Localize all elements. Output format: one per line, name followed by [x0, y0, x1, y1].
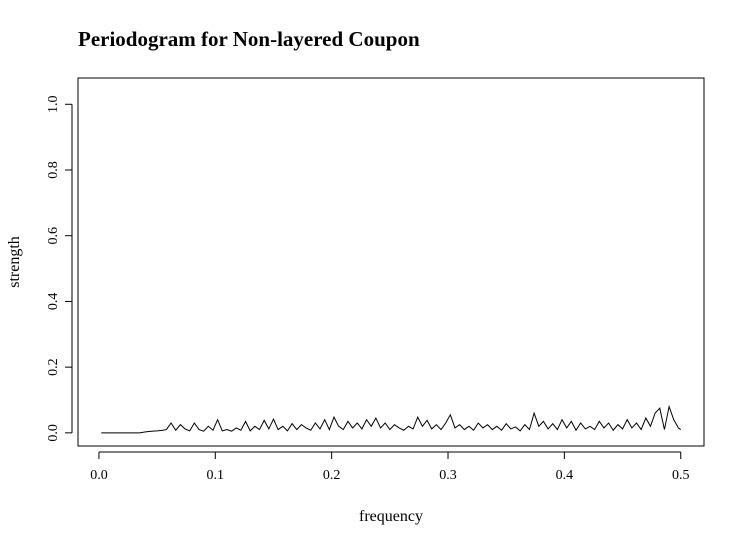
x-tick-label: 0.4: [556, 468, 574, 483]
y-tick-label: 0.4: [46, 293, 61, 311]
x-tick-label: 0.0: [90, 468, 108, 483]
y-tick-label: 0.0: [46, 424, 61, 442]
x-tick-label: 0.1: [207, 468, 225, 483]
y-axis-label: strength: [6, 236, 23, 288]
chart-title: Periodogram for Non-layered Coupon: [78, 27, 420, 51]
x-tick-label: 0.2: [323, 468, 341, 483]
plot-frame: [77, 77, 705, 447]
series-line: [101, 404, 682, 434]
x-tick-label: 0.5: [672, 468, 690, 483]
x-axis: 0.0 0.1 0.2 0.3 0.4 0.5: [90, 451, 690, 483]
y-tick-label: 0.8: [46, 161, 61, 179]
x-tick-label: 0.3: [439, 468, 457, 483]
y-axis: 0.0 0.2 0.4 0.6 0.8 1.0: [46, 96, 73, 442]
y-tick-label: 0.2: [46, 358, 61, 376]
x-axis-label: frequency: [359, 508, 423, 525]
y-tick-label: 1.0: [46, 96, 61, 114]
y-tick-label: 0.6: [46, 227, 61, 245]
